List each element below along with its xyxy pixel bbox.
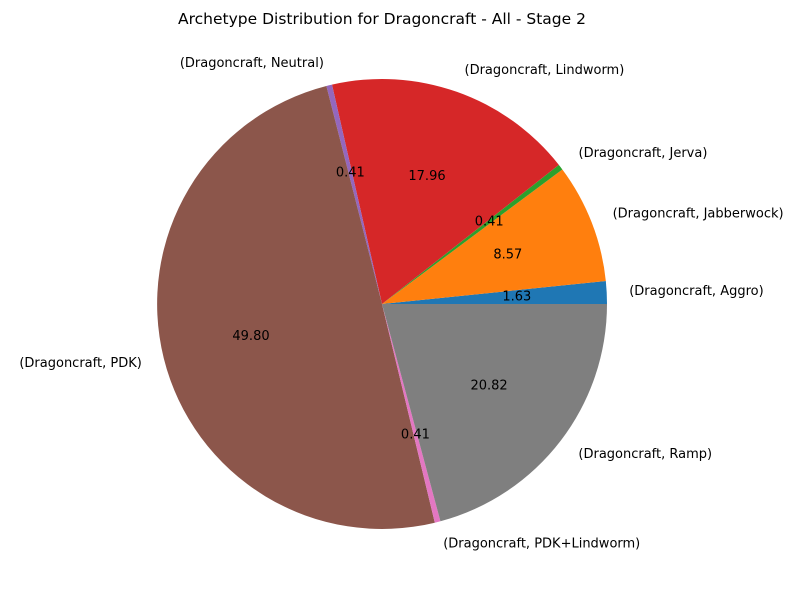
slice-value-label: 1.63 [502, 290, 531, 305]
slice-value-label: 49.80 [232, 329, 269, 344]
slice-category-label: (Dragoncraft, PDK) [19, 356, 141, 371]
slice-category-label: (Dragoncraft, Jabberwock) [613, 207, 784, 222]
slice-value-label: 20.82 [470, 379, 507, 394]
slice-value-label: 0.41 [336, 165, 365, 180]
pie-slice [382, 304, 441, 523]
slice-category-label: (Dragoncraft, Lindworm) [465, 63, 625, 78]
slice-category-label: (Dragoncraft, Neutral) [180, 56, 324, 71]
pie-value-labels: 1.63 8.57 0.41 17.96 0.41 49.80 0.41 20.82 [232, 165, 531, 442]
slice-category-label: (Dragoncraft, Aggro) [629, 284, 764, 299]
pie-slice [382, 281, 607, 304]
slice-value-label: 0.41 [401, 427, 430, 442]
slice-value-label: 0.41 [475, 214, 504, 229]
slice-category-label: (Dragoncraft, Ramp) [578, 447, 712, 462]
pie-slice [331, 79, 559, 305]
slice-category-label: (Dragoncraft, PDK+Lindworm) [443, 536, 640, 551]
pie-slice-labels: (Dragoncraft, Aggro) (Dragoncraft, Jabber… [19, 56, 783, 551]
slice-category-label: (Dragoncraft, Jerva) [579, 146, 708, 161]
pie-slice [382, 304, 607, 522]
pie-slices [157, 79, 607, 529]
pie-slice [382, 164, 563, 304]
slice-value-label: 8.57 [493, 248, 522, 263]
pie-slice [157, 85, 435, 529]
slice-value-label: 17.96 [408, 169, 445, 184]
pie-slice [382, 169, 606, 304]
chart-title: Archetype Distribution for Dragoncraft -… [178, 10, 586, 28]
pie-slice [326, 84, 382, 304]
